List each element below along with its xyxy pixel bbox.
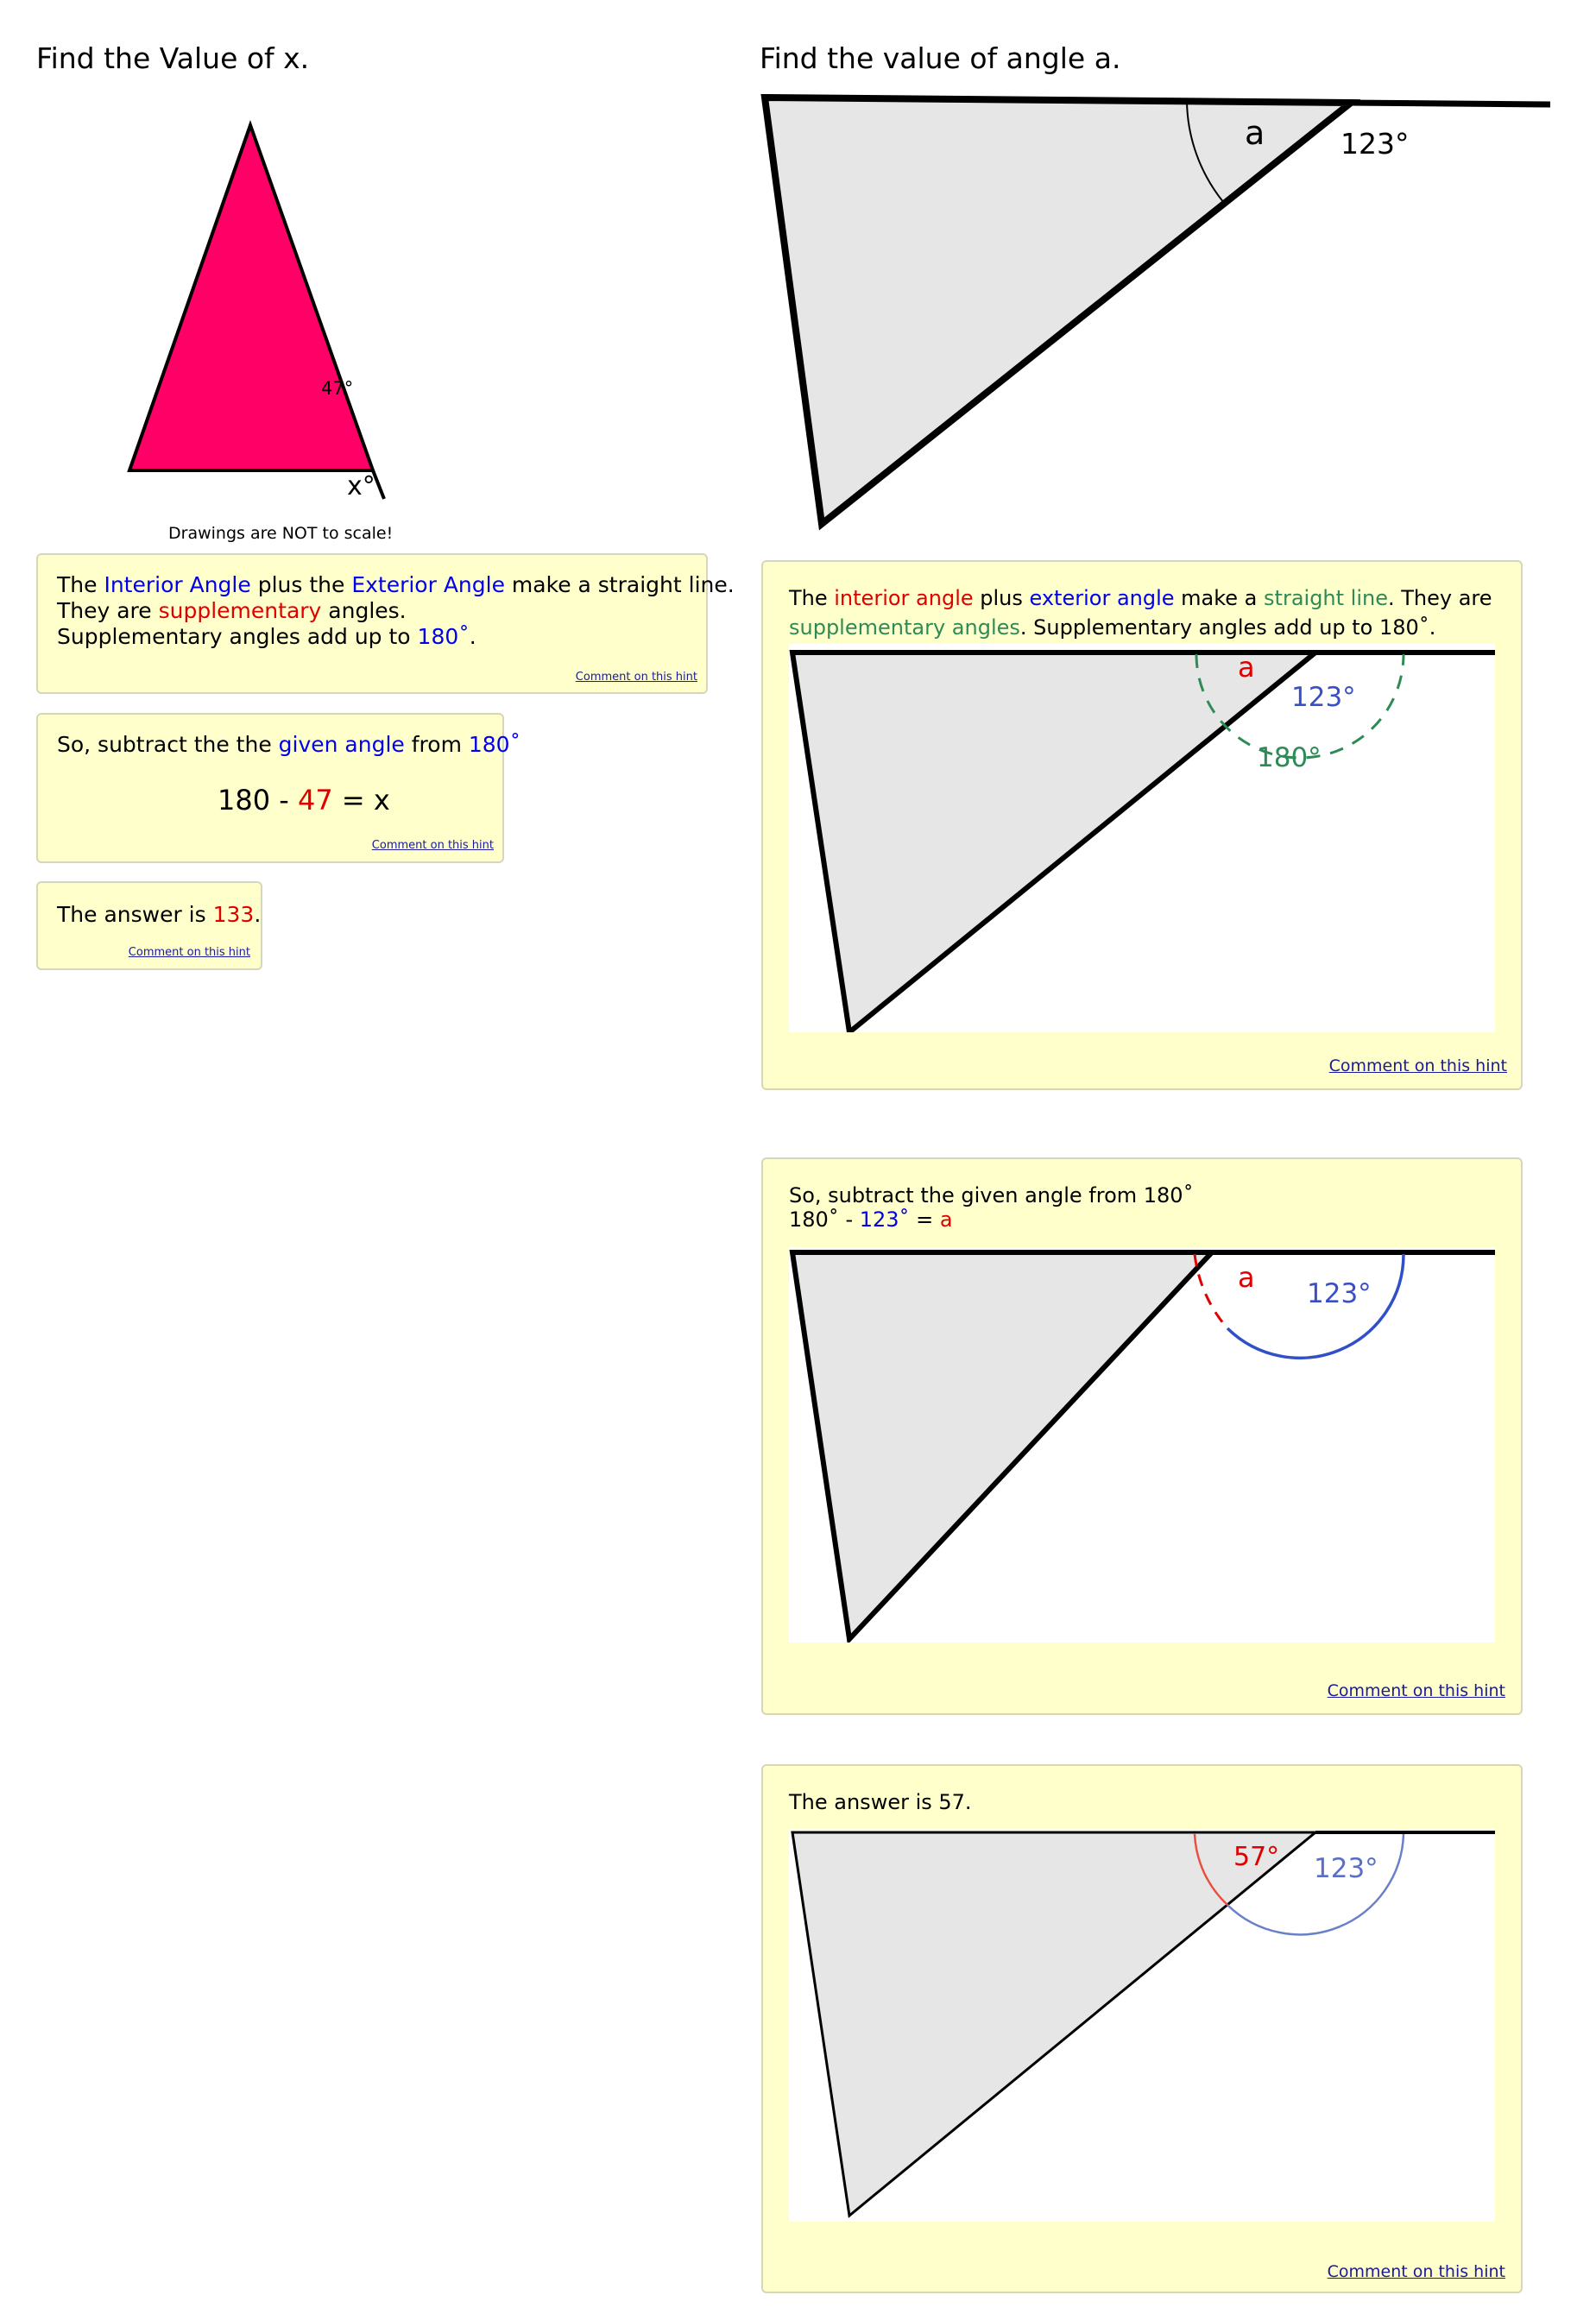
extended-line: [1346, 99, 1551, 108]
right-hint-1: The interior angle plus exterior angle m…: [761, 560, 1523, 1090]
pink-triangle-figure: 47° x°: [127, 119, 386, 501]
angle-a-label: a: [1245, 114, 1265, 152]
angle-123-arc: [1227, 1833, 1405, 1936]
angle-a-label: a: [1238, 1261, 1255, 1294]
angle-a-arc: [1186, 98, 1225, 204]
left-hint-1-line-3: Supplementary angles add up to 180˚.: [57, 624, 476, 649]
angle-123-arc: [1226, 1253, 1405, 1360]
left-hint-1-line-1: The Interior Angle plus the Exterior Ang…: [57, 572, 735, 597]
x-label: x°: [347, 471, 375, 501]
left-question-title: Find the Value of x.: [36, 41, 310, 75]
right-hint-3-comment-link[interactable]: Comment on this hint: [1327, 2262, 1505, 2281]
right-hint-1-comment-link[interactable]: Comment on this hint: [1328, 1056, 1507, 1075]
angle-a-label: a: [1238, 651, 1255, 684]
angle-123-label: 123°: [1341, 127, 1410, 161]
angle-123-label: 123°: [1307, 1278, 1372, 1309]
angle-123-label: 123°: [1314, 1853, 1378, 1884]
left-hint-3-comment-link[interactable]: Comment on this hint: [128, 946, 250, 959]
angle-47-label: 47°: [321, 378, 353, 399]
gray-triangle: [789, 650, 1323, 1032]
angle-57-label: 57°: [1233, 1842, 1279, 1872]
angle-180-label: 180°: [1257, 742, 1322, 773]
right-hint-3: The answer is 57. 57° 123° Comment on th…: [761, 1764, 1523, 2293]
left-hint-2-line-1: So, subtract the the given angle from 18…: [57, 732, 521, 757]
left-hint-2: So, subtract the the given angle from 18…: [36, 713, 520, 863]
left-hint-1-line-2: They are supplementary angles.: [57, 598, 407, 623]
right-hint-3-line-1: The answer is 57.: [789, 1790, 972, 1814]
right-hint-3-figure: 57° 123°: [789, 1829, 1495, 2222]
right-hint-1-line-2: supplementary angles. Supplementary angl…: [789, 615, 1436, 640]
scale-note: Drawings are NOT to scale!: [168, 524, 394, 543]
left-hint-2-comment-link[interactable]: Comment on this hint: [371, 839, 494, 852]
right-hint-2-figure: a 123°: [789, 1247, 1495, 1642]
right-hint-2-equation: 180˚ - 123˚ = a: [789, 1207, 953, 1232]
left-hint-1-comment-link[interactable]: Comment on this hint: [575, 671, 697, 684]
right-hint-2: So, subtract the given angle from 180˚ 1…: [761, 1157, 1523, 1715]
right-hint-2-comment-link[interactable]: Comment on this hint: [1327, 1681, 1505, 1700]
extended-side-line: [371, 470, 386, 500]
gray-triangle-figure: a 123°: [760, 93, 1551, 531]
right-question-title: Find the value of angle a.: [760, 41, 1121, 75]
straight-angle-arc-180: [1195, 653, 1405, 760]
left-hint-3: The answer is 133. Comment on this hint: [36, 881, 262, 970]
gray-triangle: [791, 1831, 1320, 2218]
angle-57-arc: [1193, 1833, 1228, 1906]
left-hint-2-equation: 180 - 47 = x: [218, 784, 390, 817]
angle-a-arc: [1193, 1253, 1229, 1329]
right-hint-1-line-1: The interior angle plus exterior angle m…: [789, 586, 1492, 610]
right-hint-2-line-1: So, subtract the given angle from 180˚: [789, 1183, 1194, 1207]
angle-123-label: 123°: [1291, 682, 1356, 713]
pink-triangle: [127, 119, 375, 472]
right-hint-1-figure: a 123° 180°: [789, 644, 1495, 1032]
gray-triangle: [760, 93, 1361, 531]
gray-triangle: [789, 1250, 1218, 1642]
left-hint-1: The Interior Angle plus the Exterior Ang…: [36, 553, 735, 694]
left-hint-3-line-1: The answer is 133.: [57, 902, 262, 927]
